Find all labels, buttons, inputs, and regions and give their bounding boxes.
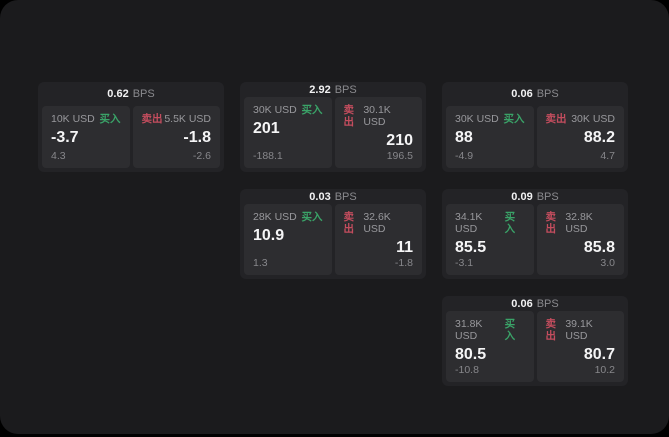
sell-quote-panel[interactable]: 卖出 5.5K USD -1.8 -2.6 xyxy=(132,106,220,168)
bps-value: 0.09 xyxy=(511,190,533,203)
sell-quote-panel[interactable]: 卖出 39.1K USD 80.7 10.2 xyxy=(536,311,624,382)
sell-quote-panel[interactable]: 卖出 32.8K USD 85.8 3.0 xyxy=(536,204,624,275)
quote-card-1: 2.92 BPS 30K USD 买入 201 -188.1 卖出 30.1K … xyxy=(240,82,426,172)
buy-delta: -4.9 xyxy=(455,150,474,162)
sell-delta: 10.2 xyxy=(594,364,615,376)
sell-side-label: 卖出 xyxy=(545,113,567,125)
buy-quote-panel[interactable]: 10K USD 买入 -3.7 4.3 xyxy=(42,106,130,168)
buy-quote-panel[interactable]: 28K USD 买入 10.9 1.3 xyxy=(244,204,332,275)
buy-quote-panel[interactable]: 30K USD 买入 201 -188.1 xyxy=(244,97,332,168)
buy-side-label: 买入 xyxy=(301,211,323,223)
buy-amount: 31.8K USD xyxy=(455,318,483,342)
bps-unit-label: BPS xyxy=(334,83,357,96)
bps-value: 0.62 xyxy=(107,88,129,100)
sell-amount: 5.5K USD xyxy=(164,113,211,125)
sell-quote-panel[interactable]: 卖出 30.1K USD 210 196.5 xyxy=(334,97,422,168)
sell-delta: -2.6 xyxy=(192,150,211,162)
buy-amount: 30K USD xyxy=(455,113,499,125)
sell-side-label: 卖出 xyxy=(545,211,557,235)
sell-delta: 4.7 xyxy=(600,150,615,162)
buy-amount: 10K USD xyxy=(51,113,95,125)
buy-price: -3.7 xyxy=(51,129,79,146)
bps-value: 0.06 xyxy=(511,88,533,100)
quote-card-5: 0.06 BPS 31.8K USD 买入 80.5 -10.8 卖出 39.1… xyxy=(442,296,628,386)
bps-unit-label: BPS xyxy=(536,88,559,100)
sell-side-label: 卖出 xyxy=(141,113,163,125)
buy-quote-panel[interactable]: 34.1K USD 买入 85.5 -3.1 xyxy=(446,204,534,275)
buy-price: 85.5 xyxy=(455,239,487,256)
sell-delta: -1.8 xyxy=(394,257,413,269)
quote-card-2: 0.06 BPS 30K USD 买入 88 -4.9 卖出 30K USD xyxy=(442,82,628,172)
quote-card-4: 0.09 BPS 34.1K USD 买入 85.5 -3.1 卖出 32.8K… xyxy=(442,189,628,279)
bps-unit-label: BPS xyxy=(536,297,559,310)
buy-price: 80.5 xyxy=(455,346,487,363)
bps-unit-label: BPS xyxy=(132,88,155,100)
sell-amount: 30K USD xyxy=(571,113,615,125)
bps-value: 0.06 xyxy=(511,297,533,310)
sell-price: 85.8 xyxy=(583,239,615,256)
sell-amount: 30.1K USD xyxy=(363,104,391,128)
bps-unit-label: BPS xyxy=(536,190,559,203)
buy-side-label: 买入 xyxy=(99,113,121,125)
bps-header: 0.09 BPS xyxy=(442,189,628,204)
buy-side-label: 买入 xyxy=(504,211,516,235)
buy-amount: 28K USD xyxy=(253,211,297,223)
buy-amount: 30K USD xyxy=(253,104,297,116)
buy-delta: -3.1 xyxy=(455,257,474,269)
sell-delta: 3.0 xyxy=(600,257,615,269)
bps-unit-label: BPS xyxy=(334,190,357,203)
buy-price: 10.9 xyxy=(253,227,285,244)
buy-price: 88 xyxy=(455,129,473,146)
buy-delta: -188.1 xyxy=(253,150,283,162)
sell-amount: 32.8K USD xyxy=(565,211,593,235)
bps-value: 0.03 xyxy=(309,190,331,203)
bps-header: 0.06 BPS xyxy=(442,82,628,106)
sell-quote-panel[interactable]: 卖出 30K USD 88.2 4.7 xyxy=(536,106,624,168)
sell-price: -1.8 xyxy=(183,129,211,146)
bps-header: 2.92 BPS xyxy=(240,82,426,97)
buy-quote-panel[interactable]: 31.8K USD 买入 80.5 -10.8 xyxy=(446,311,534,382)
sell-side-label: 卖出 xyxy=(343,104,355,128)
sell-amount: 32.6K USD xyxy=(363,211,391,235)
buy-delta: -10.8 xyxy=(455,364,479,376)
sell-price: 11 xyxy=(396,239,413,256)
buy-price: 201 xyxy=(253,120,280,137)
buy-side-label: 买入 xyxy=(301,104,323,116)
sell-quote-panel[interactable]: 卖出 32.6K USD 11 -1.8 xyxy=(334,204,422,275)
sell-price: 210 xyxy=(386,132,413,149)
buy-side-label: 买入 xyxy=(503,113,525,125)
bps-header: 0.06 BPS xyxy=(442,296,628,311)
buy-delta: 1.3 xyxy=(253,257,268,269)
sell-price: 80.7 xyxy=(583,346,615,363)
quote-card-0: 0.62 BPS 10K USD 买入 -3.7 4.3 卖出 5.5K USD xyxy=(38,82,224,172)
sell-side-label: 卖出 xyxy=(343,211,355,235)
buy-delta: 4.3 xyxy=(51,150,66,162)
buy-amount: 34.1K USD xyxy=(455,211,483,235)
quote-board-grid: 0.62 BPS 10K USD 买入 -3.7 4.3 卖出 5.5K USD xyxy=(38,82,628,386)
bps-header: 0.03 BPS xyxy=(240,189,426,204)
buy-side-label: 买入 xyxy=(504,318,516,342)
bps-header: 0.62 BPS xyxy=(38,82,224,106)
bps-value: 2.92 xyxy=(309,83,331,96)
sell-side-label: 卖出 xyxy=(545,318,557,342)
sell-amount: 39.1K USD xyxy=(565,318,593,342)
sell-delta: 196.5 xyxy=(386,150,413,162)
sell-price: 88.2 xyxy=(583,129,615,146)
buy-quote-panel[interactable]: 30K USD 买入 88 -4.9 xyxy=(446,106,534,168)
quote-card-3: 0.03 BPS 28K USD 买入 10.9 1.3 卖出 32.6K US… xyxy=(240,189,426,279)
